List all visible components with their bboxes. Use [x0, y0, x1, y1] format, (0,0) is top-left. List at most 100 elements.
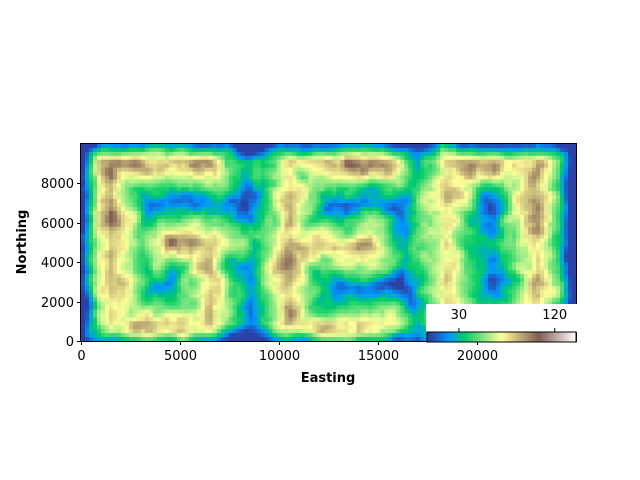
heatmap-cell — [324, 199, 329, 204]
heatmap-cell — [476, 191, 481, 196]
heatmap-cell — [380, 183, 385, 188]
heatmap-cell — [220, 270, 226, 275]
heatmap-cell — [100, 159, 106, 165]
heatmap-cell — [312, 285, 317, 291]
heatmap-cell — [304, 191, 309, 196]
heatmap-cell — [316, 171, 321, 176]
heatmap-cell — [344, 242, 349, 247]
heatmap-cell — [540, 183, 545, 188]
heatmap-cell — [100, 242, 106, 247]
heatmap-cell — [392, 242, 397, 247]
heatmap-cell — [200, 210, 206, 216]
heatmap-cell — [208, 222, 214, 228]
heatmap-cell — [404, 274, 409, 279]
heatmap-cell — [288, 179, 293, 184]
heatmap-cell — [560, 183, 565, 188]
heatmap-cell — [272, 234, 277, 239]
heatmap-cell — [384, 207, 389, 212]
heatmap-cell — [412, 270, 417, 275]
heatmap-cell — [400, 222, 405, 228]
heatmap-cell — [348, 242, 353, 247]
heatmap-cell — [324, 274, 329, 279]
heatmap-cell — [368, 250, 373, 255]
heatmap-cell — [424, 270, 429, 275]
heatmap-cell — [412, 246, 417, 251]
heatmap-cell — [184, 179, 190, 184]
heatmap-cell — [304, 297, 309, 302]
heatmap-cell — [180, 207, 186, 212]
heatmap-cell — [484, 179, 489, 184]
heatmap-cell — [320, 281, 325, 287]
heatmap-cell — [148, 207, 154, 212]
heatmap-cell — [380, 179, 385, 184]
heatmap-cell — [500, 281, 505, 287]
heatmap-cell — [448, 277, 453, 283]
heatmap-cell — [448, 218, 453, 224]
heatmap-cell — [192, 144, 198, 149]
heatmap-cell — [100, 175, 106, 180]
heatmap-cell — [444, 258, 449, 263]
heatmap-cell — [484, 187, 489, 192]
heatmap-cell — [520, 214, 525, 220]
heatmap-cell — [548, 191, 553, 196]
heatmap-cell — [360, 183, 365, 188]
heatmap-cell — [372, 199, 377, 204]
heatmap-cell — [144, 289, 150, 295]
heatmap-cell — [208, 281, 214, 287]
heatmap-cell — [572, 262, 577, 267]
heatmap-cell — [148, 297, 154, 302]
heatmap-cell — [544, 262, 549, 267]
heatmap-cell — [504, 183, 509, 188]
heatmap-cell — [468, 171, 473, 176]
heatmap-cell — [272, 155, 277, 161]
heatmap-cell — [148, 175, 154, 180]
heatmap-cell — [168, 214, 174, 220]
heatmap-cell — [552, 159, 557, 165]
heatmap-cell — [444, 270, 449, 275]
heatmap-cell — [136, 175, 142, 180]
heatmap-cell — [108, 163, 114, 169]
heatmap-cell — [228, 183, 234, 188]
heatmap-cell — [472, 144, 477, 149]
heatmap-cell — [472, 179, 477, 184]
heatmap-cell — [452, 218, 457, 224]
heatmap-cell — [128, 254, 134, 259]
heatmap-cell — [124, 297, 130, 302]
heatmap-cell — [172, 210, 178, 216]
heatmap-cell — [96, 191, 102, 196]
heatmap-cell — [472, 234, 477, 239]
heatmap-cell — [392, 238, 397, 243]
heatmap-cell — [364, 277, 369, 283]
heatmap-cell — [224, 246, 230, 251]
heatmap-cell — [492, 297, 497, 302]
heatmap-cell — [104, 155, 110, 161]
heatmap-cell — [200, 297, 206, 302]
heatmap-cell — [412, 258, 417, 263]
heatmap-cell — [504, 270, 509, 275]
heatmap-cell — [452, 183, 457, 188]
heatmap-cell — [120, 297, 126, 302]
heatmap-cell — [276, 163, 281, 169]
heatmap-cell — [360, 191, 365, 196]
heatmap-cell — [492, 254, 497, 259]
heatmap-cell — [364, 293, 369, 299]
heatmap-cell — [300, 274, 305, 279]
heatmap-cell — [304, 281, 309, 287]
heatmap-cell — [92, 277, 98, 283]
heatmap-cell — [192, 222, 198, 228]
heatmap-cell — [156, 301, 162, 306]
heatmap-cell — [216, 175, 222, 180]
heatmap-cell — [100, 234, 106, 239]
heatmap-cell — [520, 207, 525, 212]
heatmap-cell — [280, 203, 285, 208]
heatmap-cell — [472, 274, 477, 279]
heatmap-cell — [96, 258, 102, 263]
heatmap-cell — [420, 234, 425, 239]
heatmap-cell — [512, 254, 517, 259]
heatmap-cell — [368, 226, 373, 232]
heatmap-cell — [336, 274, 341, 279]
heatmap-cell — [508, 155, 513, 161]
heatmap-cell — [328, 277, 333, 283]
heatmap-cell — [360, 242, 365, 247]
heatmap-cell — [388, 250, 393, 255]
